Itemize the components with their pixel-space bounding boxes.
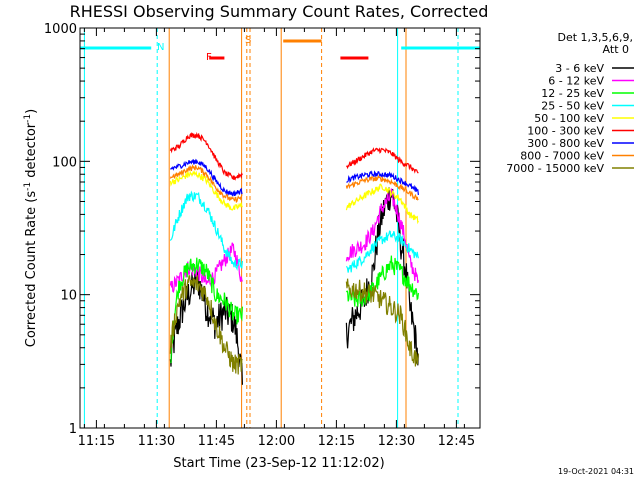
legend-entry-label: 12 - 25 keV: [541, 87, 604, 100]
series-line: [169, 164, 243, 204]
legend-entry-label: 25 - 50 keV: [541, 100, 604, 113]
series-line: [170, 158, 243, 197]
y-axis-label: Corrected Count Rate (s-1 detector-1): [23, 109, 39, 347]
series-line: [345, 187, 419, 366]
series-line: [345, 230, 419, 273]
plot-frame: [79, 27, 481, 429]
x-tick-label: 11:15: [78, 434, 115, 449]
x-tick-label: 12:30: [378, 434, 415, 449]
series-line: [170, 257, 243, 364]
x-tick-label: 11:30: [138, 434, 175, 449]
x-axis-label: Start Time (23-Sep-12 11:12:02): [173, 456, 384, 471]
series-line: [169, 274, 243, 375]
legend-entry-label: 50 - 100 keV: [534, 112, 604, 125]
y-label-close: ): [24, 109, 39, 114]
legend-header-line-1: Det 1,3,5,6,9,: [557, 31, 633, 44]
series-line: [169, 190, 243, 272]
flag-label: S: [245, 35, 251, 46]
legend-entry-label: 300 - 800 keV: [527, 137, 604, 150]
chart-title: RHESSI Observing Summary Count Rates, Co…: [70, 2, 489, 21]
y-label-exp2: -1: [23, 114, 33, 123]
series-line: [345, 255, 419, 307]
legend-entry-label: 800 - 7000 keV: [520, 150, 604, 163]
series-line: [345, 147, 419, 174]
series-line: [169, 242, 243, 293]
series-line: [346, 170, 419, 196]
x-tick-label: 12:45: [438, 434, 475, 449]
flag-label: N: [157, 42, 164, 53]
x-tick-label: 11:45: [198, 434, 235, 449]
legend-entry-label: 6 - 12 keV: [548, 75, 604, 88]
series-line: [169, 131, 243, 181]
series-line: [169, 170, 243, 211]
legend-entry-label: 100 - 300 keV: [527, 125, 604, 138]
series-line: [345, 174, 419, 201]
y-label-detector: detector: [24, 122, 39, 182]
x-tick-label: 12:00: [258, 434, 295, 449]
y-tick-label: 10: [60, 289, 77, 304]
axes: 11:15 11:30 11:45 12:00 12:15 12:30 12:45 1 10 10…: [44, 22, 480, 449]
series-line: [345, 183, 419, 225]
y-label-exp1: -1: [23, 182, 33, 191]
series-line: [169, 267, 243, 385]
data-series: [169, 131, 419, 385]
legend-header-line-2: Att 0: [603, 43, 629, 56]
y-label-main: Corrected Count Rate (s: [24, 191, 39, 348]
y-tick-label: 1: [69, 422, 77, 437]
footer-date: 19-Oct-2021 04:31: [558, 467, 634, 476]
legend-entry-label: 7000 - 15000 keV: [506, 162, 604, 175]
legend-entry-label: 3 - 6 keV: [555, 62, 604, 75]
flag-label: F: [206, 52, 212, 63]
x-tick-label: 12:15: [318, 434, 355, 449]
flag-bars: N F S: [80, 35, 480, 63]
series-line: [345, 278, 419, 367]
y-tick-label: 100: [52, 155, 77, 170]
y-tick-label: 1000: [44, 22, 77, 37]
